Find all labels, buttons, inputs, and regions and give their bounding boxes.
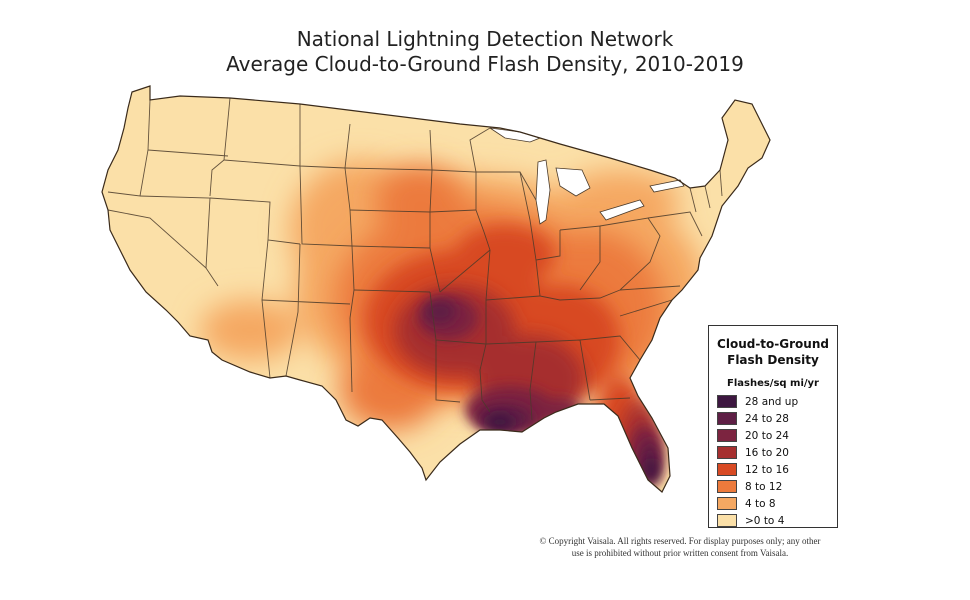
legend-swatch — [717, 446, 737, 459]
legend-swatch — [717, 395, 737, 408]
copyright-notice: © Copyright Vaisala. All rights reserved… — [480, 535, 880, 559]
legend-rows: 28 and up 24 to 28 20 to 24 16 to 20 12 … — [717, 393, 837, 529]
legend-title: Cloud-to-Ground Flash Density — [709, 336, 837, 368]
copyright-line1: © Copyright Vaisala. All rights reserved… — [539, 536, 821, 546]
legend-label: 28 and up — [745, 395, 799, 408]
legend-label: 16 to 20 — [745, 446, 789, 459]
legend-item: 8 to 12 — [717, 478, 837, 495]
legend-swatch — [717, 463, 737, 476]
legend-title-line1: Cloud-to-Ground — [717, 337, 829, 351]
legend-label: 4 to 8 — [745, 497, 776, 510]
great-lakes — [489, 127, 685, 225]
legend-label: 24 to 28 — [745, 412, 789, 425]
legend-units: Flashes/sq mi/yr — [726, 378, 819, 389]
legend-item: 24 to 28 — [717, 410, 837, 427]
legend-label: 20 to 24 — [745, 429, 789, 442]
legend-item: 20 to 24 — [717, 427, 837, 444]
map-title: National Lightning Detection Network — [296, 27, 674, 51]
legend-swatch — [717, 514, 737, 527]
legend-item: >0 to 4 — [717, 512, 837, 529]
legend-item: 16 to 20 — [717, 444, 837, 461]
map-subtitle: Average Cloud-to-Ground Flash Density, 2… — [226, 52, 744, 76]
legend-item: 28 and up — [717, 393, 837, 410]
legend-swatch — [717, 480, 737, 493]
flash-density-surface — [102, 86, 770, 492]
legend-label: >0 to 4 — [745, 514, 785, 527]
map-legend: Cloud-to-Ground Flash Density Flashes/sq… — [708, 325, 838, 528]
legend-swatch — [717, 412, 737, 425]
legend-label: 12 to 16 — [745, 463, 789, 476]
legend-item: 12 to 16 — [717, 461, 837, 478]
legend-title-line2: Flash Density — [727, 353, 819, 367]
legend-label: 8 to 12 — [745, 480, 783, 493]
copyright-line2: use is prohibited without prior written … — [571, 548, 789, 558]
state-borders — [107, 97, 723, 421]
legend-item: 4 to 8 — [717, 495, 837, 512]
legend-swatch — [717, 429, 737, 442]
legend-swatch — [717, 497, 737, 510]
